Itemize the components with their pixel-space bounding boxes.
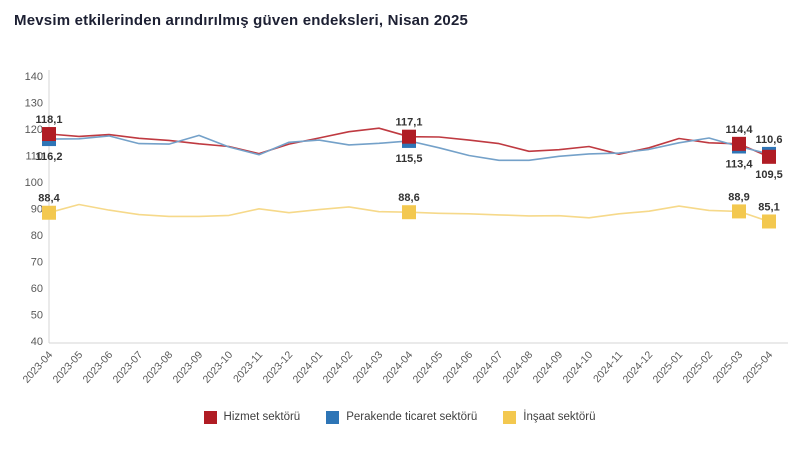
x-axis-tick-label: 2024-07 bbox=[471, 349, 506, 386]
data-marker bbox=[42, 205, 56, 220]
x-axis-tick-label: 2023-09 bbox=[171, 349, 206, 386]
data-marker bbox=[732, 136, 746, 151]
y-axis-tick-label: 100 bbox=[25, 177, 43, 189]
data-marker bbox=[762, 214, 776, 229]
x-axis-tick-label: 2023-10 bbox=[201, 349, 236, 386]
x-axis-tick-label: 2024-09 bbox=[531, 349, 566, 386]
x-axis-tick-label: 2024-08 bbox=[501, 349, 536, 386]
data-marker bbox=[42, 127, 56, 142]
legend-item-i̇nşaat-sektörü: İnşaat sektörü bbox=[503, 410, 596, 424]
x-axis-tick-label: 2025-01 bbox=[651, 349, 686, 386]
legend-swatch bbox=[326, 410, 340, 424]
legend-label: Perakende ticaret sektörü bbox=[346, 411, 478, 423]
x-axis-tick-label: 2024-06 bbox=[441, 349, 476, 386]
y-axis-tick-label: 120 bbox=[25, 124, 43, 136]
confidence-index-line-chart: 4050607080901001101201301402023-042023-0… bbox=[21, 70, 788, 386]
data-marker bbox=[762, 149, 776, 164]
x-axis-tick-label: 2023-05 bbox=[51, 349, 86, 386]
legend-label: İnşaat sektörü bbox=[523, 411, 596, 423]
x-axis-tick-label: 2025-03 bbox=[711, 349, 746, 386]
data-marker bbox=[402, 205, 416, 220]
page-title: Mevsim etkilerinden arındırılmış güven e… bbox=[14, 12, 469, 29]
data-point-label: 114,4 bbox=[726, 124, 754, 136]
data-point-label: 88,4 bbox=[38, 193, 60, 205]
x-axis-tick-label: 2024-04 bbox=[381, 349, 416, 386]
y-axis-tick-label: 60 bbox=[31, 283, 43, 295]
x-axis-tick-label: 2023-06 bbox=[81, 349, 116, 386]
x-axis-tick-label: 2024-11 bbox=[591, 349, 625, 385]
x-axis-tick-label: 2024-03 bbox=[351, 349, 386, 386]
x-axis-tick-label: 2023-11 bbox=[231, 349, 265, 385]
y-axis-tick-label: 90 bbox=[31, 204, 43, 216]
y-axis-tick-label: 110 bbox=[25, 151, 43, 163]
x-axis-tick-label: 2025-04 bbox=[741, 349, 776, 386]
data-point-label: 85,1 bbox=[758, 201, 779, 213]
data-point-label: 116,2 bbox=[36, 151, 63, 163]
y-axis-tick-label: 70 bbox=[31, 257, 43, 269]
y-axis-tick-label: 40 bbox=[31, 336, 43, 348]
data-marker bbox=[402, 129, 416, 144]
data-point-label: 117,1 bbox=[396, 117, 423, 129]
legend-swatch bbox=[503, 410, 517, 424]
legend-label: Hizmet sektörü bbox=[223, 411, 301, 423]
data-marker bbox=[732, 204, 746, 219]
data-point-label: 88,9 bbox=[728, 191, 749, 203]
legend-item-hizmet-sektörü: Hizmet sektörü bbox=[203, 410, 301, 424]
y-axis-tick-label: 140 bbox=[25, 71, 43, 83]
x-axis-tick-label: 2024-05 bbox=[411, 349, 446, 386]
legend-item-perakende-ticaret-sektörü: Perakende ticaret sektörü bbox=[326, 410, 478, 424]
data-point-label: 109,5 bbox=[755, 169, 783, 181]
x-axis-tick-label: 2024-02 bbox=[321, 349, 356, 386]
x-axis-tick-label: 2023-07 bbox=[111, 349, 146, 386]
x-axis-tick-label: 2023-12 bbox=[261, 349, 296, 386]
x-axis-tick-label: 2025-02 bbox=[681, 349, 716, 386]
x-axis-tick-label: 2023-08 bbox=[141, 349, 176, 386]
data-point-label: 113,4 bbox=[726, 158, 754, 170]
y-axis-tick-label: 80 bbox=[31, 230, 43, 242]
data-point-label: 115,5 bbox=[396, 153, 423, 165]
x-axis-tick-label: 2024-10 bbox=[561, 349, 596, 386]
chart-legend: Hizmet sektörü Perakende ticaret sektörü İ… bbox=[0, 402, 799, 432]
legend-swatch bbox=[203, 410, 217, 424]
x-axis-tick-label: 2023-04 bbox=[21, 349, 56, 386]
data-point-label: 88,6 bbox=[398, 192, 419, 204]
x-axis-tick-label: 2024-12 bbox=[621, 349, 656, 386]
y-axis-tick-label: 50 bbox=[31, 310, 43, 322]
x-axis-tick-label: 2024-01 bbox=[291, 349, 326, 386]
y-axis-tick-label: 130 bbox=[25, 98, 43, 110]
data-point-label: 110,6 bbox=[756, 134, 783, 146]
data-point-label: 118,1 bbox=[36, 114, 63, 126]
